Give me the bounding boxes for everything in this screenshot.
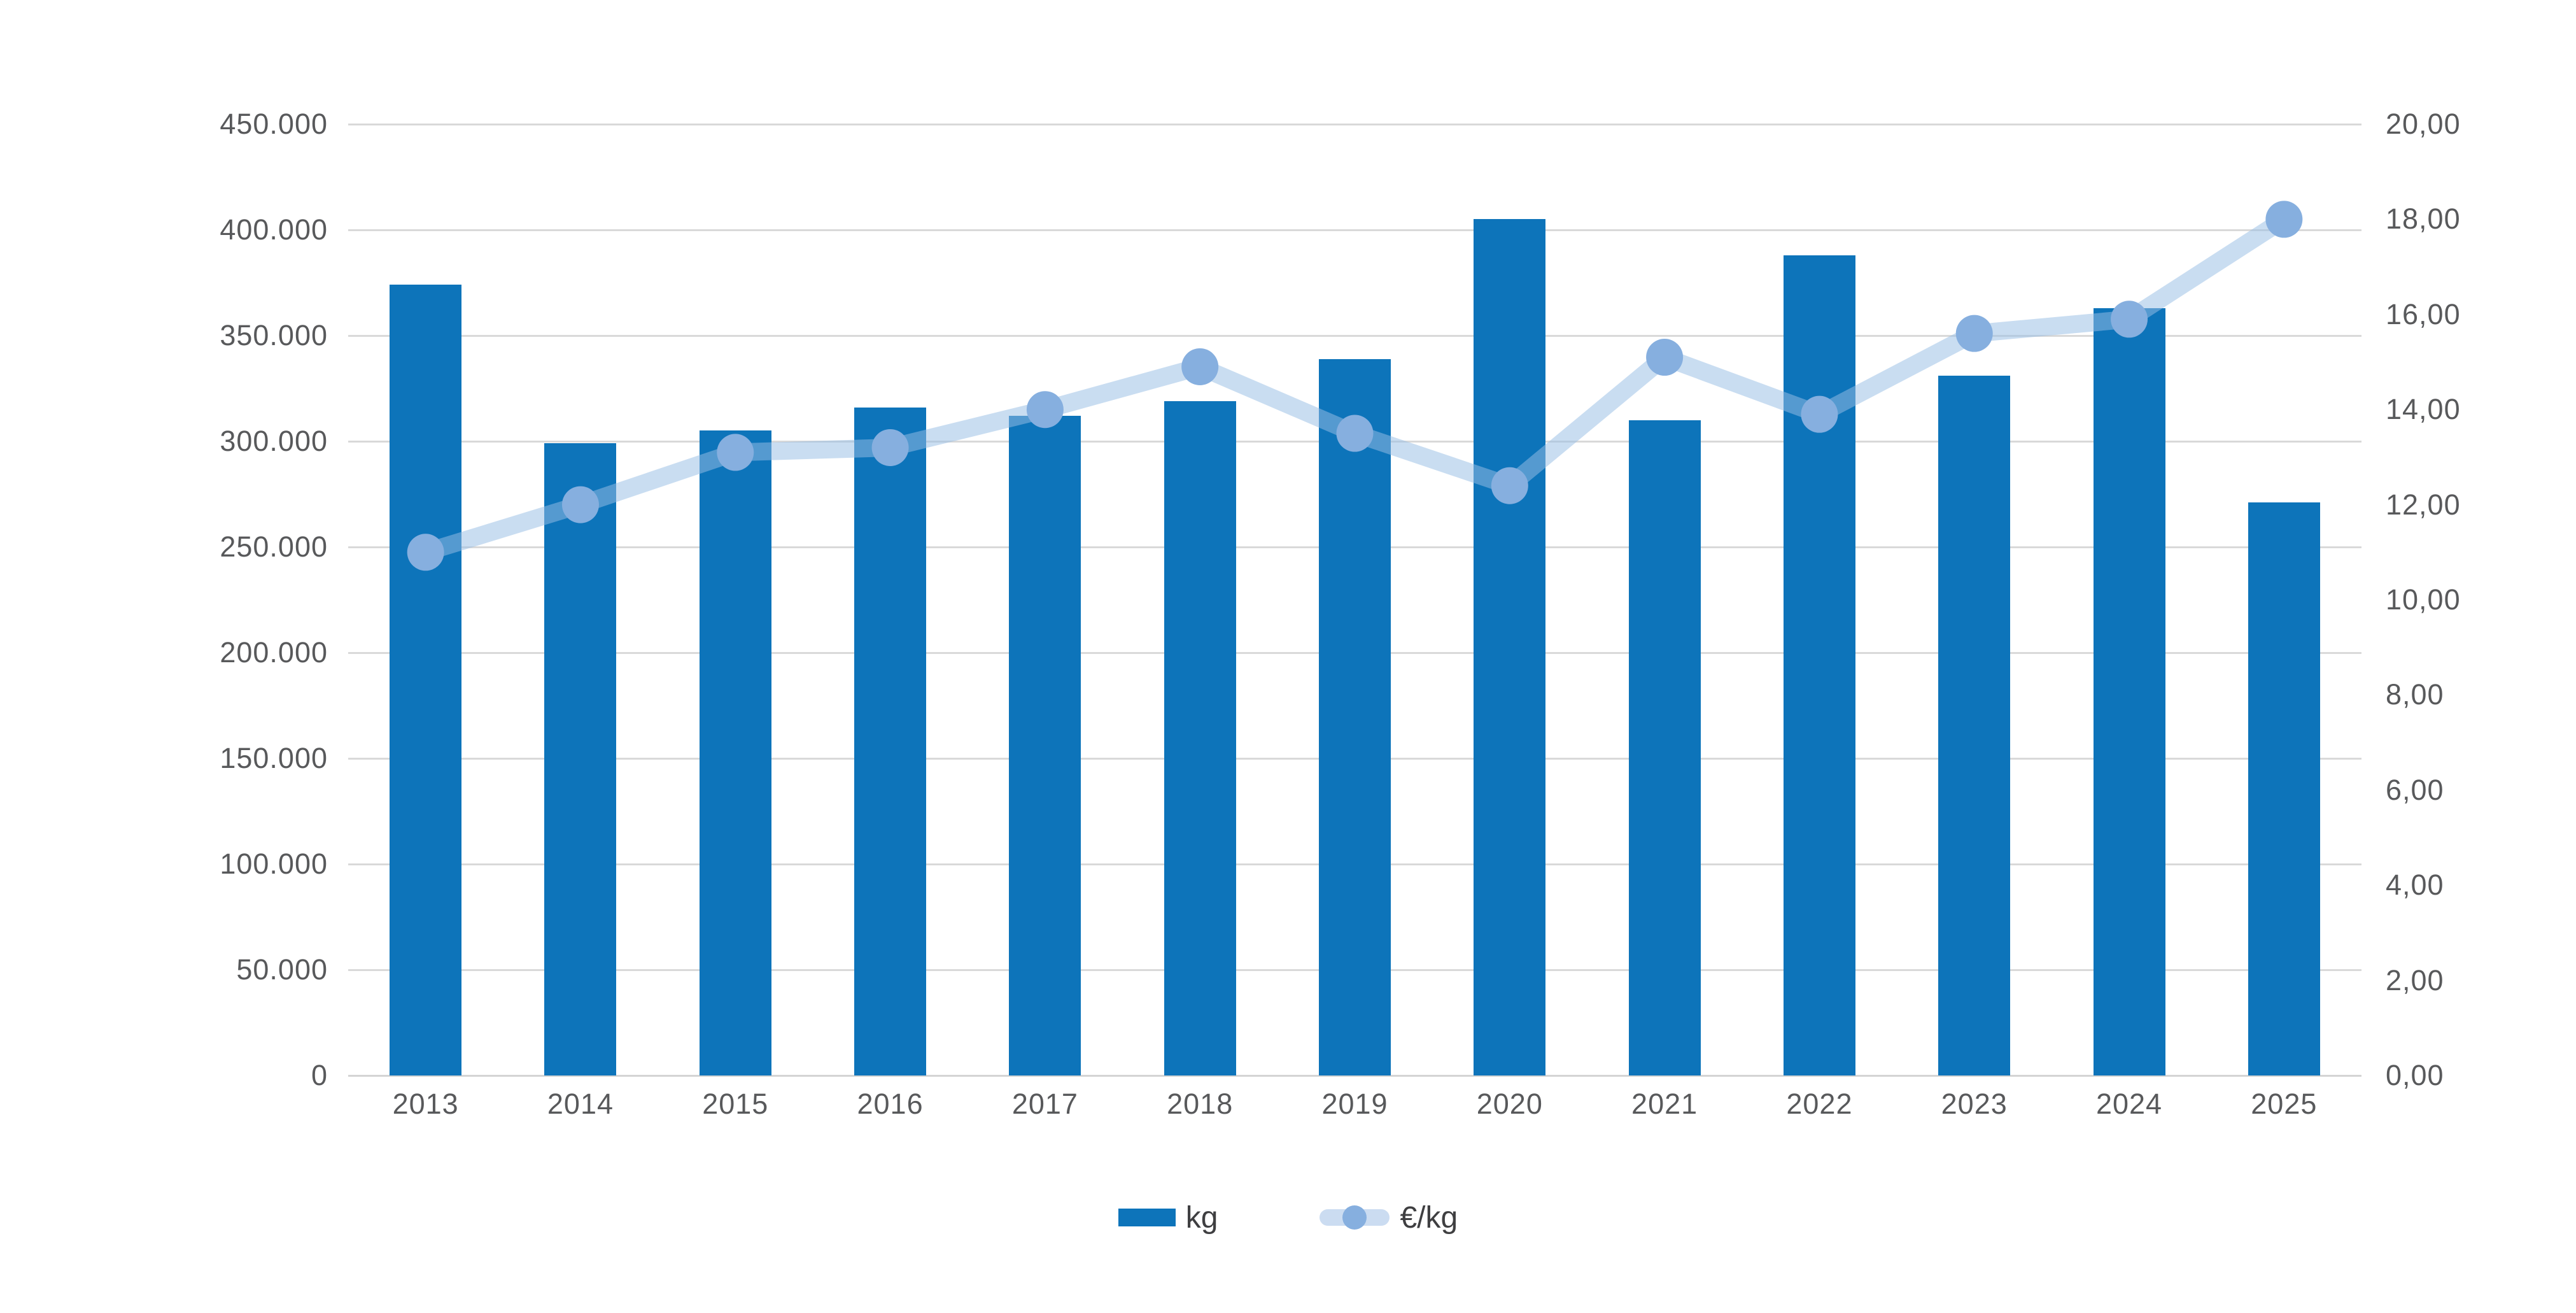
- x-axis-label-2015: 2015: [702, 1088, 769, 1120]
- x-axis-label-2024: 2024: [2095, 1088, 2163, 1120]
- data-point-2019: [1336, 415, 1374, 452]
- bar-2015: [699, 430, 771, 1075]
- legend-item-eur-per-kg: €/kg: [1320, 1200, 1458, 1235]
- y-axis-label-left: 400.000: [220, 213, 328, 246]
- y-axis-label-left: 450.000: [220, 108, 328, 140]
- y-axis-label-left: 200.000: [220, 636, 328, 669]
- data-point-2025: [2265, 201, 2303, 238]
- data-point-2024: [2111, 301, 2148, 338]
- bar-2023: [1938, 376, 2011, 1075]
- y-axis-label-right: 0,00: [2386, 1059, 2444, 1091]
- y-axis-label-right: 4,00: [2386, 869, 2444, 902]
- x-axis-label-2013: 2013: [392, 1088, 459, 1120]
- x-axis-label-2021: 2021: [1631, 1088, 1698, 1120]
- y-axis-label-left: 350.000: [220, 319, 328, 351]
- y-axis-label-right: 8,00: [2386, 678, 2444, 711]
- legend-marker-icon: [1342, 1205, 1367, 1230]
- legend-label-eur-per-kg: €/kg: [1400, 1200, 1458, 1235]
- y-axis-label-left: 250.000: [220, 530, 328, 563]
- legend: kg €/kg: [0, 1192, 2576, 1243]
- x-axis-label-2019: 2019: [1321, 1088, 1388, 1120]
- data-point-2021: [1646, 339, 1684, 376]
- y-axis-label-left: 50.000: [236, 953, 328, 986]
- data-point-2013: [407, 534, 444, 571]
- x-axis-label-2017: 2017: [1011, 1088, 1078, 1120]
- bar-2020: [1474, 219, 1546, 1075]
- data-point-2022: [1801, 395, 1838, 433]
- data-point-2018: [1181, 348, 1219, 385]
- bar-2024: [2093, 308, 2165, 1075]
- data-point-2017: [1026, 391, 1064, 429]
- data-point-2014: [561, 486, 599, 523]
- y-axis-label-right: 12,00: [2386, 488, 2461, 521]
- y-axis-label-left: 100.000: [220, 848, 328, 880]
- y-axis-label-right: 16,00: [2386, 297, 2461, 330]
- y-axis-label-right: 20,00: [2386, 108, 2461, 140]
- y-axis-label-left: 150.000: [220, 742, 328, 774]
- x-axis-line: [348, 1074, 2361, 1077]
- x-axis-label-2018: 2018: [1167, 1088, 1234, 1120]
- bar-2016: [854, 407, 927, 1075]
- bar-2013: [390, 285, 462, 1075]
- legend-label-kg: kg: [1185, 1200, 1218, 1235]
- data-point-2020: [1491, 467, 1528, 504]
- legend-swatch-eur-per-kg: [1320, 1205, 1390, 1230]
- y-axis-label-left: 0: [311, 1059, 328, 1091]
- y-axis-label-right: 10,00: [2386, 583, 2461, 616]
- bar-2017: [1009, 416, 1081, 1075]
- bar-2018: [1164, 401, 1236, 1075]
- y-axis-label-right: 2,00: [2386, 963, 2444, 997]
- x-axis-label-2020: 2020: [1476, 1088, 1543, 1120]
- y-axis-label-right: 14,00: [2386, 393, 2461, 426]
- y-axis-label-right: 18,00: [2386, 202, 2461, 236]
- data-point-2015: [717, 434, 754, 471]
- y-axis-label-right: 6,00: [2386, 773, 2444, 806]
- gridline-450.000: [348, 123, 2361, 125]
- data-point-2023: [1955, 315, 1993, 352]
- x-axis-label-2023: 2023: [1941, 1088, 2008, 1120]
- y-axis-label-left: 300.000: [220, 425, 328, 457]
- bar-2021: [1628, 420, 1701, 1075]
- bar-2025: [2248, 502, 2320, 1075]
- gridline-400.000: [348, 229, 2361, 231]
- bar-2014: [544, 443, 617, 1075]
- legend-item-kg: kg: [1118, 1200, 1218, 1235]
- x-axis-label-2016: 2016: [857, 1088, 924, 1120]
- line-path-eur-per-kg: [416, 210, 2293, 562]
- gridline-350.000: [348, 334, 2361, 337]
- x-axis-label-2022: 2022: [1786, 1088, 1853, 1120]
- x-axis-label-2014: 2014: [547, 1088, 614, 1120]
- bar-2019: [1319, 358, 1391, 1075]
- x-axis-label-2025: 2025: [2251, 1088, 2318, 1120]
- data-point-2016: [871, 429, 909, 466]
- legend-swatch-kg: [1118, 1209, 1176, 1226]
